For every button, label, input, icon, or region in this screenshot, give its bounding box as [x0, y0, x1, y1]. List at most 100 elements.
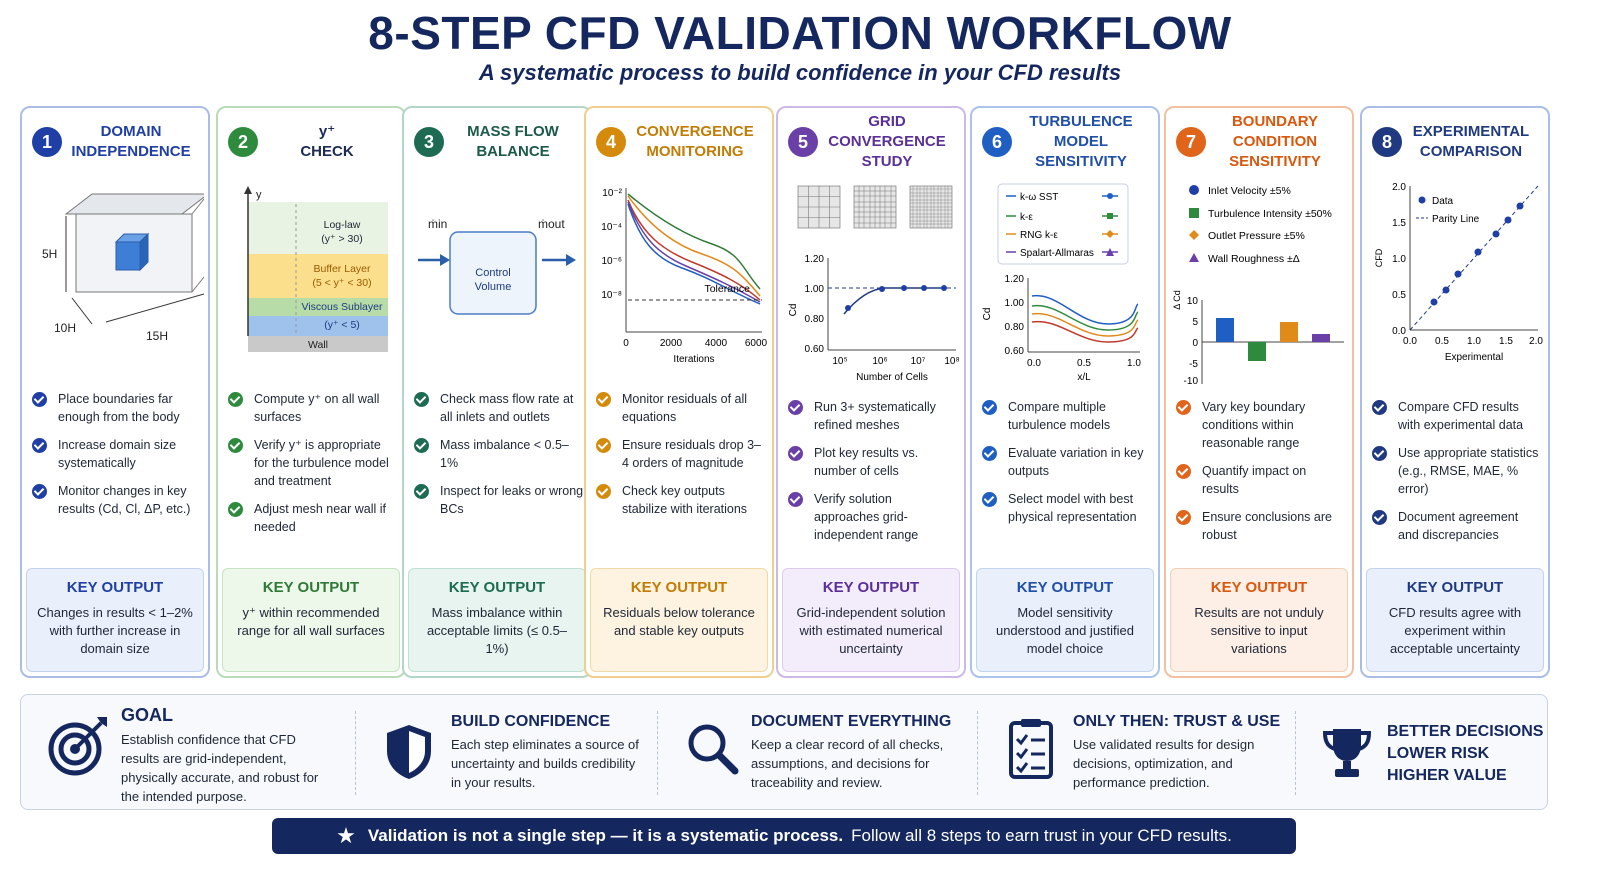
tick-label: 2.0 — [1392, 182, 1406, 193]
step-bullets: Compare CFD results with experimental da… — [1372, 398, 1542, 554]
svg-text:(y⁺ > 30): (y⁺ > 30) — [321, 233, 362, 245]
yplus-layers-figure: y Log-law (y⁺ > 30) Buffer Layer (5 < y⁺… — [244, 186, 388, 352]
step-title: EXPERIMENTAL COMPARISON — [1412, 123, 1530, 160]
tick-label: 2.0 — [1529, 336, 1543, 347]
step-title: MASS FLOW BALANCE — [467, 123, 559, 160]
mass-out-label: ṁout — [538, 217, 565, 231]
step-number: 1 — [32, 127, 62, 157]
bullet-item: Increase domain size systematically — [32, 436, 202, 472]
domain-box-figure: 5H 10H 15H — [42, 193, 204, 343]
step-card-4: 4 CONVERGENCE MONITORING 10⁻² 10⁻⁴ 10⁻⁶ 1… — [584, 106, 774, 678]
bullet-item: Place boundaries far enough from the bod… — [32, 390, 202, 426]
step-card-1: 1 DOMAIN INDEPENDENCE 5H 10H 15H Place bo… — [20, 106, 210, 678]
step-number: 3 — [414, 127, 444, 157]
boundary-sensitivity-figure: Inlet Velocity ±5% Turbulence Intensity … — [1172, 185, 1344, 384]
x-axis-label: x/L — [1077, 372, 1091, 383]
tick-label: 1.0 — [1127, 358, 1141, 369]
bullet-item: Compute y⁺ on all wall surfaces — [228, 390, 398, 426]
tick-label: 10⁻⁴ — [601, 222, 622, 233]
step-bullets: Compute y⁺ on all wall surfaces Verify y… — [228, 390, 398, 546]
document-text: Keep a clear record of all checks, assum… — [751, 737, 944, 790]
bullet-item: Check key outputs stabilize with iterati… — [596, 482, 766, 518]
better-decisions: BETTER DECISIONS — [1387, 723, 1544, 740]
tick-label: 1.0 — [1467, 336, 1481, 347]
step-title: TURBULENCE MODEL SENSITIVITY — [1029, 113, 1133, 170]
key-output: KEY OUTPUT Residuals below tolerance and… — [590, 568, 768, 672]
svg-text:(y⁺ < 5): (y⁺ < 5) — [324, 319, 360, 331]
bullet-item: Compare multiple turbulence models — [982, 398, 1152, 434]
tick-label: 0.60 — [1005, 346, 1025, 357]
tick-label: 10⁻⁸ — [601, 290, 622, 301]
bullet-item: Evaluate variation in key outputs — [982, 444, 1152, 480]
higher-value: HIGHER VALUE — [1387, 767, 1507, 784]
step-bullets: Vary key boundary conditions within reas… — [1176, 398, 1346, 554]
step-card-8: 8 EXPERIMENTAL COMPARISON 2.0 1.5 1.0 0.5… — [1360, 106, 1550, 678]
y-axis-label: Δ Cd — [1172, 290, 1182, 310]
legend-entry: Spalart-Allmaras — [1020, 248, 1094, 259]
bullet-item: Ensure conclusions are robust — [1176, 508, 1346, 544]
key-output: KEY OUTPUT y⁺ within recommended range f… — [222, 568, 400, 672]
turbulence-model-figure: k-ω SST k-ε RNG k-ε Spalart-Allmaras 1.2… — [982, 183, 1141, 383]
step-header: 7 BOUNDARY CONDITION SENSITIVITY — [1176, 113, 1344, 170]
bullet-item: Verify y⁺ is appropriate for the turbule… — [228, 436, 398, 490]
step-card-7: 7 BOUNDARY CONDITION SENSITIVITY Inlet Ve… — [1164, 106, 1354, 678]
bullet-item: Run 3+ systematically refined meshes — [788, 398, 958, 434]
svg-text:Volume: Volume — [475, 281, 512, 293]
summary-panel: GOAL Establish confidence that CFD resul… — [20, 694, 1548, 810]
depth-label: 10H — [54, 321, 76, 335]
legend-entry: Wall Roughness ±Δ — [1208, 253, 1300, 265]
bullet-item: Document agreement and discrepancies — [1372, 508, 1542, 544]
bar-inlet-velocity — [1216, 318, 1234, 342]
legend-entry: k-ω SST — [1020, 192, 1058, 203]
step-number: 6 — [982, 127, 1012, 157]
tick-label: 10⁸ — [944, 356, 959, 367]
tick-label: 1.00 — [1005, 298, 1025, 309]
step-card-2: 2 y⁺ CHECK y Log-law (y⁺ > 30) Buffer Lay… — [216, 106, 406, 678]
legend-entry: Parity Line — [1432, 214, 1480, 225]
bullet-item: Monitor changes in key results (Cd, Cl, … — [32, 482, 202, 518]
banner-text: Follow all 8 steps to earn trust in your… — [851, 826, 1232, 845]
page-title: 8-STEP CFD VALIDATION WORKFLOW — [368, 7, 1232, 59]
key-output: KEY OUTPUT Changes in results < 1–2% wit… — [26, 568, 204, 672]
svg-text:Wall: Wall — [308, 339, 328, 351]
bar-outlet-pressure — [1280, 322, 1298, 342]
bullet-item: Use appropriate statistics (e.g., RMSE, … — [1372, 444, 1542, 498]
svg-text:Viscous Sublayer: Viscous Sublayer — [302, 301, 383, 313]
tick-label: 1.0 — [1392, 254, 1406, 265]
x-axis-label: Experimental — [1445, 352, 1503, 363]
tick-label: 0.60 — [805, 344, 825, 355]
bullet-item: Plot key results vs. number of cells — [788, 444, 958, 480]
bottom-banner: ★ Validation is not a single step — it i… — [272, 818, 1296, 854]
tick-label: 10⁻² — [602, 188, 622, 199]
y-axis-label: Cd — [788, 304, 799, 317]
tick-label: 1.20 — [1005, 274, 1025, 285]
step-bullets: Place boundaries far enough from the bod… — [32, 390, 202, 528]
banner-bold-text: Validation is not a single step — it is … — [367, 826, 844, 845]
tick-label: 10⁻⁶ — [601, 256, 622, 267]
step-title: y⁺ CHECK — [300, 123, 354, 160]
tick-label: 0.0 — [1027, 358, 1041, 369]
svg-text:Control: Control — [475, 267, 510, 279]
step-title: DOMAIN INDEPENDENCE — [71, 123, 191, 160]
bullet-item: Ensure residuals drop 3–4 orders of magn… — [596, 436, 766, 472]
step-number: 8 — [1372, 127, 1402, 157]
trust-title: ONLY THEN: TRUST & USE — [1073, 713, 1281, 730]
bullet-item: Vary key boundary conditions within reas… — [1176, 398, 1346, 452]
tick-label: 0.5 — [1077, 358, 1091, 369]
bar-wall-roughness — [1312, 334, 1330, 342]
legend-entry: Inlet Velocity ±5% — [1208, 185, 1291, 197]
length-label: 15H — [146, 329, 168, 343]
step-header: 1 DOMAIN INDEPENDENCE — [32, 118, 200, 166]
legend-entry: k-ε — [1020, 212, 1033, 223]
tick-label: 0.0 — [1403, 336, 1417, 347]
grid-convergence-figure: 1.20 1.00 0.80 0.60 Cd 10⁵ 10⁶ 10⁷ 10⁸ N… — [788, 185, 960, 383]
tick-label: -5 — [1189, 359, 1198, 370]
tick-label: 10⁷ — [911, 356, 926, 367]
bullet-item: Adjust mesh near wall if needed — [228, 500, 398, 536]
bullet-item: Check mass flow rate at all inlets and o… — [414, 390, 584, 426]
step-title: GRID CONVERGENCE STUDY — [828, 113, 946, 170]
svg-text:y: y — [256, 189, 262, 201]
tick-label: 0.0 — [1392, 326, 1406, 337]
x-axis-label: Iterations — [673, 354, 714, 365]
tick-label: 6000 — [745, 338, 768, 349]
